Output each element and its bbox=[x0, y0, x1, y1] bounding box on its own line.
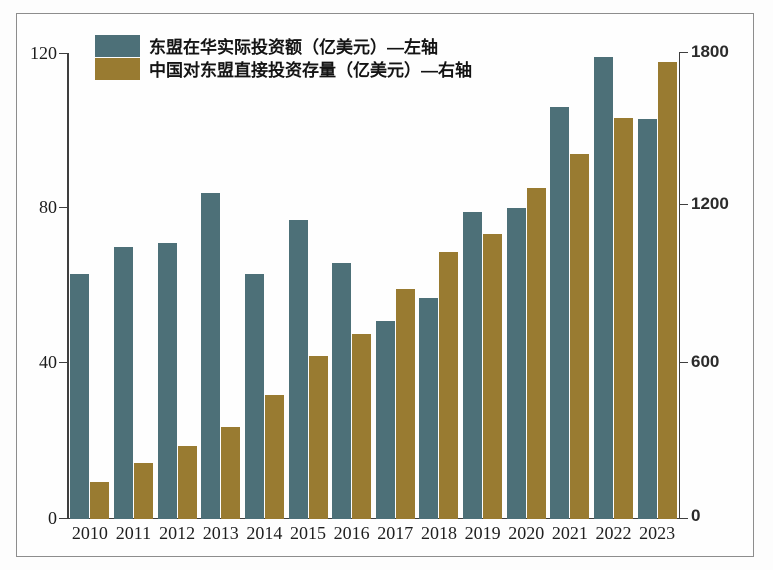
x-tick-label-2017: 2017 bbox=[377, 523, 414, 543]
right-axis-tick-600 bbox=[680, 361, 688, 363]
bar-asean-investment-2019 bbox=[463, 212, 483, 519]
legend-label-china-odi-stock: 中国对东盟直接投资存量（亿美元）—右轴 bbox=[149, 61, 472, 80]
right-tick-label-600: 600 bbox=[691, 352, 720, 371]
x-tick-label-2020: 2020 bbox=[508, 523, 545, 543]
bar-asean-investment-2021 bbox=[550, 107, 570, 519]
legend-item-china-odi-stock: 中国对东盟直接投资存量（亿美元）—右轴 bbox=[95, 57, 472, 80]
x-tick-label-2012: 2012 bbox=[159, 523, 196, 543]
bar-group-2010 bbox=[68, 53, 112, 519]
bar-china-odi-stock-2021 bbox=[570, 153, 590, 519]
x-tick-label-2023: 2023 bbox=[639, 523, 676, 543]
bar-group-2019 bbox=[461, 53, 505, 519]
bar-china-odi-stock-2018 bbox=[439, 252, 459, 519]
bar-china-odi-stock-2013 bbox=[221, 426, 241, 519]
bar-asean-investment-2022 bbox=[594, 56, 613, 519]
legend: 东盟在华实际投资额（亿美元）—左轴 中国对东盟直接投资存量（亿美元）—右轴 bbox=[95, 34, 472, 80]
x-tick-label-2014: 2014 bbox=[246, 523, 283, 543]
bar-asean-investment-2011 bbox=[113, 247, 133, 519]
legend-swatch-teal-icon bbox=[95, 34, 140, 57]
bar-group-2018 bbox=[417, 53, 461, 519]
x-axis-labels: 2010 2011 2012 2013 2014 2015 2016 2017 2018 2019… bbox=[68, 523, 679, 544]
right-axis-tick-1800 bbox=[680, 51, 688, 53]
left-tick-label-120: 120 bbox=[30, 43, 57, 63]
bar-asean-investment-2010 bbox=[70, 274, 90, 519]
x-tick-label-2021: 2021 bbox=[551, 523, 588, 543]
plot-area bbox=[68, 53, 679, 519]
left-tick-label-0: 0 bbox=[48, 508, 57, 528]
bar-asean-investment-2015 bbox=[288, 219, 308, 519]
bar-group-2022 bbox=[592, 53, 636, 519]
bar-asean-investment-2023 bbox=[637, 119, 657, 519]
bar-asean-investment-2018 bbox=[419, 297, 439, 519]
bar-group-2023 bbox=[635, 53, 679, 519]
bar-asean-investment-2016 bbox=[332, 262, 352, 519]
bar-china-odi-stock-2023 bbox=[657, 62, 677, 519]
right-tick-label-1200: 1200 bbox=[691, 194, 729, 213]
bar-group-2015 bbox=[286, 53, 330, 519]
right-tick-label-0: 0 bbox=[691, 506, 701, 525]
bar-group-2021 bbox=[548, 53, 592, 519]
bar-china-odi-stock-2014 bbox=[264, 394, 284, 519]
bar-china-odi-stock-2020 bbox=[526, 187, 546, 519]
bar-china-odi-stock-2015 bbox=[308, 355, 328, 519]
bar-group-2020 bbox=[504, 53, 548, 519]
x-tick-label-2010: 2010 bbox=[71, 523, 108, 543]
bar-asean-investment-2014 bbox=[244, 274, 264, 519]
right-tick-label-1800: 1800 bbox=[691, 42, 729, 61]
right-axis-tick-1200 bbox=[680, 203, 688, 205]
bar-asean-investment-2020 bbox=[506, 208, 526, 519]
legend-label-asean-investment: 东盟在华实际投资额（亿美元）—左轴 bbox=[149, 38, 438, 57]
x-axis-line bbox=[59, 517, 688, 519]
bar-asean-investment-2012 bbox=[157, 243, 177, 519]
bar-group-2013 bbox=[199, 53, 243, 519]
x-tick-label-2013: 2013 bbox=[202, 523, 239, 543]
bar-china-odi-stock-2022 bbox=[614, 117, 633, 519]
bar-china-odi-stock-2010 bbox=[90, 482, 110, 519]
bar-china-odi-stock-2011 bbox=[133, 463, 153, 519]
bar-china-odi-stock-2017 bbox=[395, 288, 415, 519]
bar-china-odi-stock-2016 bbox=[352, 333, 372, 519]
bar-group-2016 bbox=[330, 53, 374, 519]
x-tick-label-2022: 2022 bbox=[595, 523, 632, 543]
left-axis-tick-120 bbox=[59, 52, 67, 54]
left-axis-tick-40 bbox=[59, 361, 67, 363]
x-tick-label-2016: 2016 bbox=[333, 523, 370, 543]
bar-china-odi-stock-2012 bbox=[177, 445, 197, 519]
bar-group-2014 bbox=[243, 53, 287, 519]
legend-swatch-olive-icon bbox=[95, 57, 140, 80]
x-tick-label-2015: 2015 bbox=[290, 523, 327, 543]
bar-china-odi-stock-2019 bbox=[483, 234, 503, 519]
x-tick-label-2019: 2019 bbox=[464, 523, 501, 543]
left-tick-label-80: 80 bbox=[39, 197, 57, 217]
bar-group-2011 bbox=[112, 53, 156, 519]
bar-asean-investment-2013 bbox=[201, 192, 221, 519]
bar-asean-investment-2017 bbox=[375, 320, 395, 519]
left-axis-tick-80 bbox=[59, 206, 67, 208]
x-tick-label-2011: 2011 bbox=[115, 523, 152, 543]
left-y-axis-line bbox=[67, 53, 69, 519]
left-tick-label-40: 40 bbox=[39, 352, 57, 372]
bar-group-2012 bbox=[155, 53, 199, 519]
right-y-axis-line bbox=[678, 52, 680, 519]
bar-group-2017 bbox=[373, 53, 417, 519]
x-tick-label-2018: 2018 bbox=[420, 523, 457, 543]
legend-item-asean-investment: 东盟在华实际投资额（亿美元）—左轴 bbox=[95, 34, 472, 57]
